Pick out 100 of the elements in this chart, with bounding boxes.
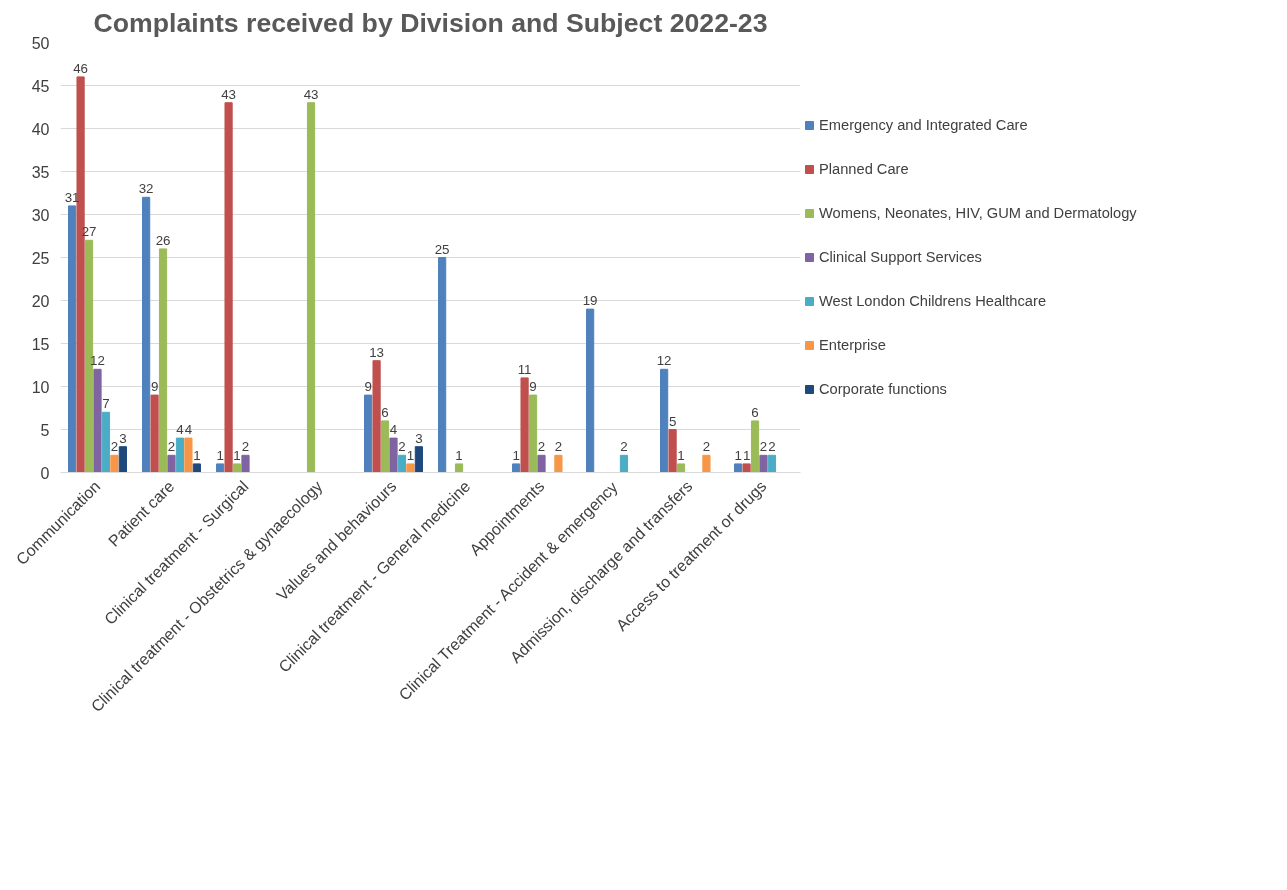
bar: [241, 454, 250, 473]
bar: [167, 454, 176, 473]
legend-label: Womens, Neonates, HIV, GUM and Dermatology: [819, 205, 1137, 221]
data-label: 5: [668, 413, 677, 429]
bar: [520, 377, 529, 473]
data-label: 1: [512, 447, 520, 463]
y-tick-label: 25: [31, 249, 50, 267]
data-label: 11: [517, 361, 532, 377]
y-tick-label: 15: [31, 335, 50, 353]
data-label: 2: [759, 439, 768, 455]
bar: [438, 257, 447, 473]
bar: [110, 454, 119, 473]
bar: [372, 360, 381, 473]
bar: [676, 463, 686, 473]
data-label: 1: [216, 447, 224, 463]
bar: [158, 248, 168, 473]
data-label: 2: [167, 439, 176, 455]
y-tick-label: 40: [31, 120, 50, 138]
bar: [397, 454, 407, 473]
bar: [306, 102, 316, 473]
data-label: 2: [110, 439, 119, 455]
bar: [537, 454, 546, 473]
data-label: 26: [155, 232, 171, 248]
data-label: 1: [406, 447, 415, 463]
y-tick-label: 10: [31, 378, 50, 396]
data-label: 7: [102, 396, 110, 412]
data-label: 3: [415, 430, 423, 446]
bar: [118, 446, 127, 473]
y-tick-label: 5: [40, 421, 50, 439]
bar: [232, 463, 242, 473]
chart-title: Complaints received by Division and Subject 2022-23: [93, 7, 768, 38]
legend-label: Corporate functions: [819, 381, 947, 397]
bar: [734, 463, 743, 473]
bar: [93, 368, 102, 473]
data-label: 9: [529, 379, 537, 395]
y-tick-label: 50: [31, 34, 50, 52]
y-tick-label: 20: [31, 292, 50, 310]
data-label: 2: [537, 439, 546, 455]
legend-label: Emergency and Integrated Care: [819, 117, 1028, 133]
data-label: 32: [138, 181, 154, 197]
data-label: 43: [303, 86, 319, 102]
bar: [586, 308, 595, 473]
bar: [759, 454, 768, 473]
data-label: 43: [221, 86, 236, 102]
data-label: 25: [434, 241, 450, 257]
data-label: 9: [364, 379, 372, 395]
data-label: 3: [119, 430, 127, 446]
bar: [668, 429, 677, 473]
data-label: 1: [193, 447, 201, 463]
bar: [554, 454, 563, 473]
y-tick-label: 30: [31, 206, 50, 224]
bar: [142, 196, 151, 473]
bar: [216, 463, 225, 473]
bar: [660, 368, 669, 473]
bar: [528, 394, 538, 473]
data-label: 2: [241, 439, 250, 455]
data-label: 2: [620, 439, 628, 455]
bar: [380, 420, 390, 473]
data-label: 6: [381, 404, 389, 420]
data-label: 9: [150, 379, 159, 395]
data-label: 2: [398, 439, 406, 455]
data-label: 2: [554, 439, 563, 455]
legend-label: Planned Care: [819, 161, 909, 177]
data-label: 2: [702, 439, 711, 455]
data-label: 6: [751, 404, 759, 420]
bar: [101, 411, 111, 473]
y-tick-label: 35: [31, 163, 50, 181]
legend-label: West London Childrens Healthcare: [819, 293, 1047, 309]
data-label: 19: [582, 293, 598, 309]
y-tick-label: 45: [31, 77, 50, 95]
bar: [68, 205, 77, 473]
bar: [512, 463, 521, 473]
y-tick-label: 0: [40, 464, 50, 482]
data-label: 1: [677, 447, 685, 463]
bar: [150, 394, 159, 473]
data-label: 2: [768, 439, 776, 455]
bar: [364, 394, 373, 473]
legend-label: Enterprise: [819, 337, 886, 353]
data-label: 4: [176, 422, 185, 438]
data-label: 46: [73, 60, 88, 76]
bar: [767, 454, 777, 473]
data-label: 1: [455, 447, 463, 463]
bar: [175, 437, 185, 473]
bar: [702, 454, 711, 473]
bar: [454, 463, 464, 473]
data-label: 13: [369, 344, 384, 360]
bar: [619, 454, 629, 473]
data-label: 1: [734, 447, 742, 463]
legend-label: Clinical Support Services: [819, 249, 982, 265]
bar: [184, 437, 193, 473]
bar: [750, 420, 760, 473]
data-label: 4: [389, 422, 398, 438]
bar: [192, 463, 201, 473]
data-label: 1: [233, 447, 241, 463]
bar: [406, 463, 415, 473]
bar: [742, 463, 751, 473]
data-label: 12: [656, 353, 672, 369]
bar: [224, 102, 233, 473]
bar: [414, 446, 423, 473]
data-label: 4: [184, 422, 193, 438]
